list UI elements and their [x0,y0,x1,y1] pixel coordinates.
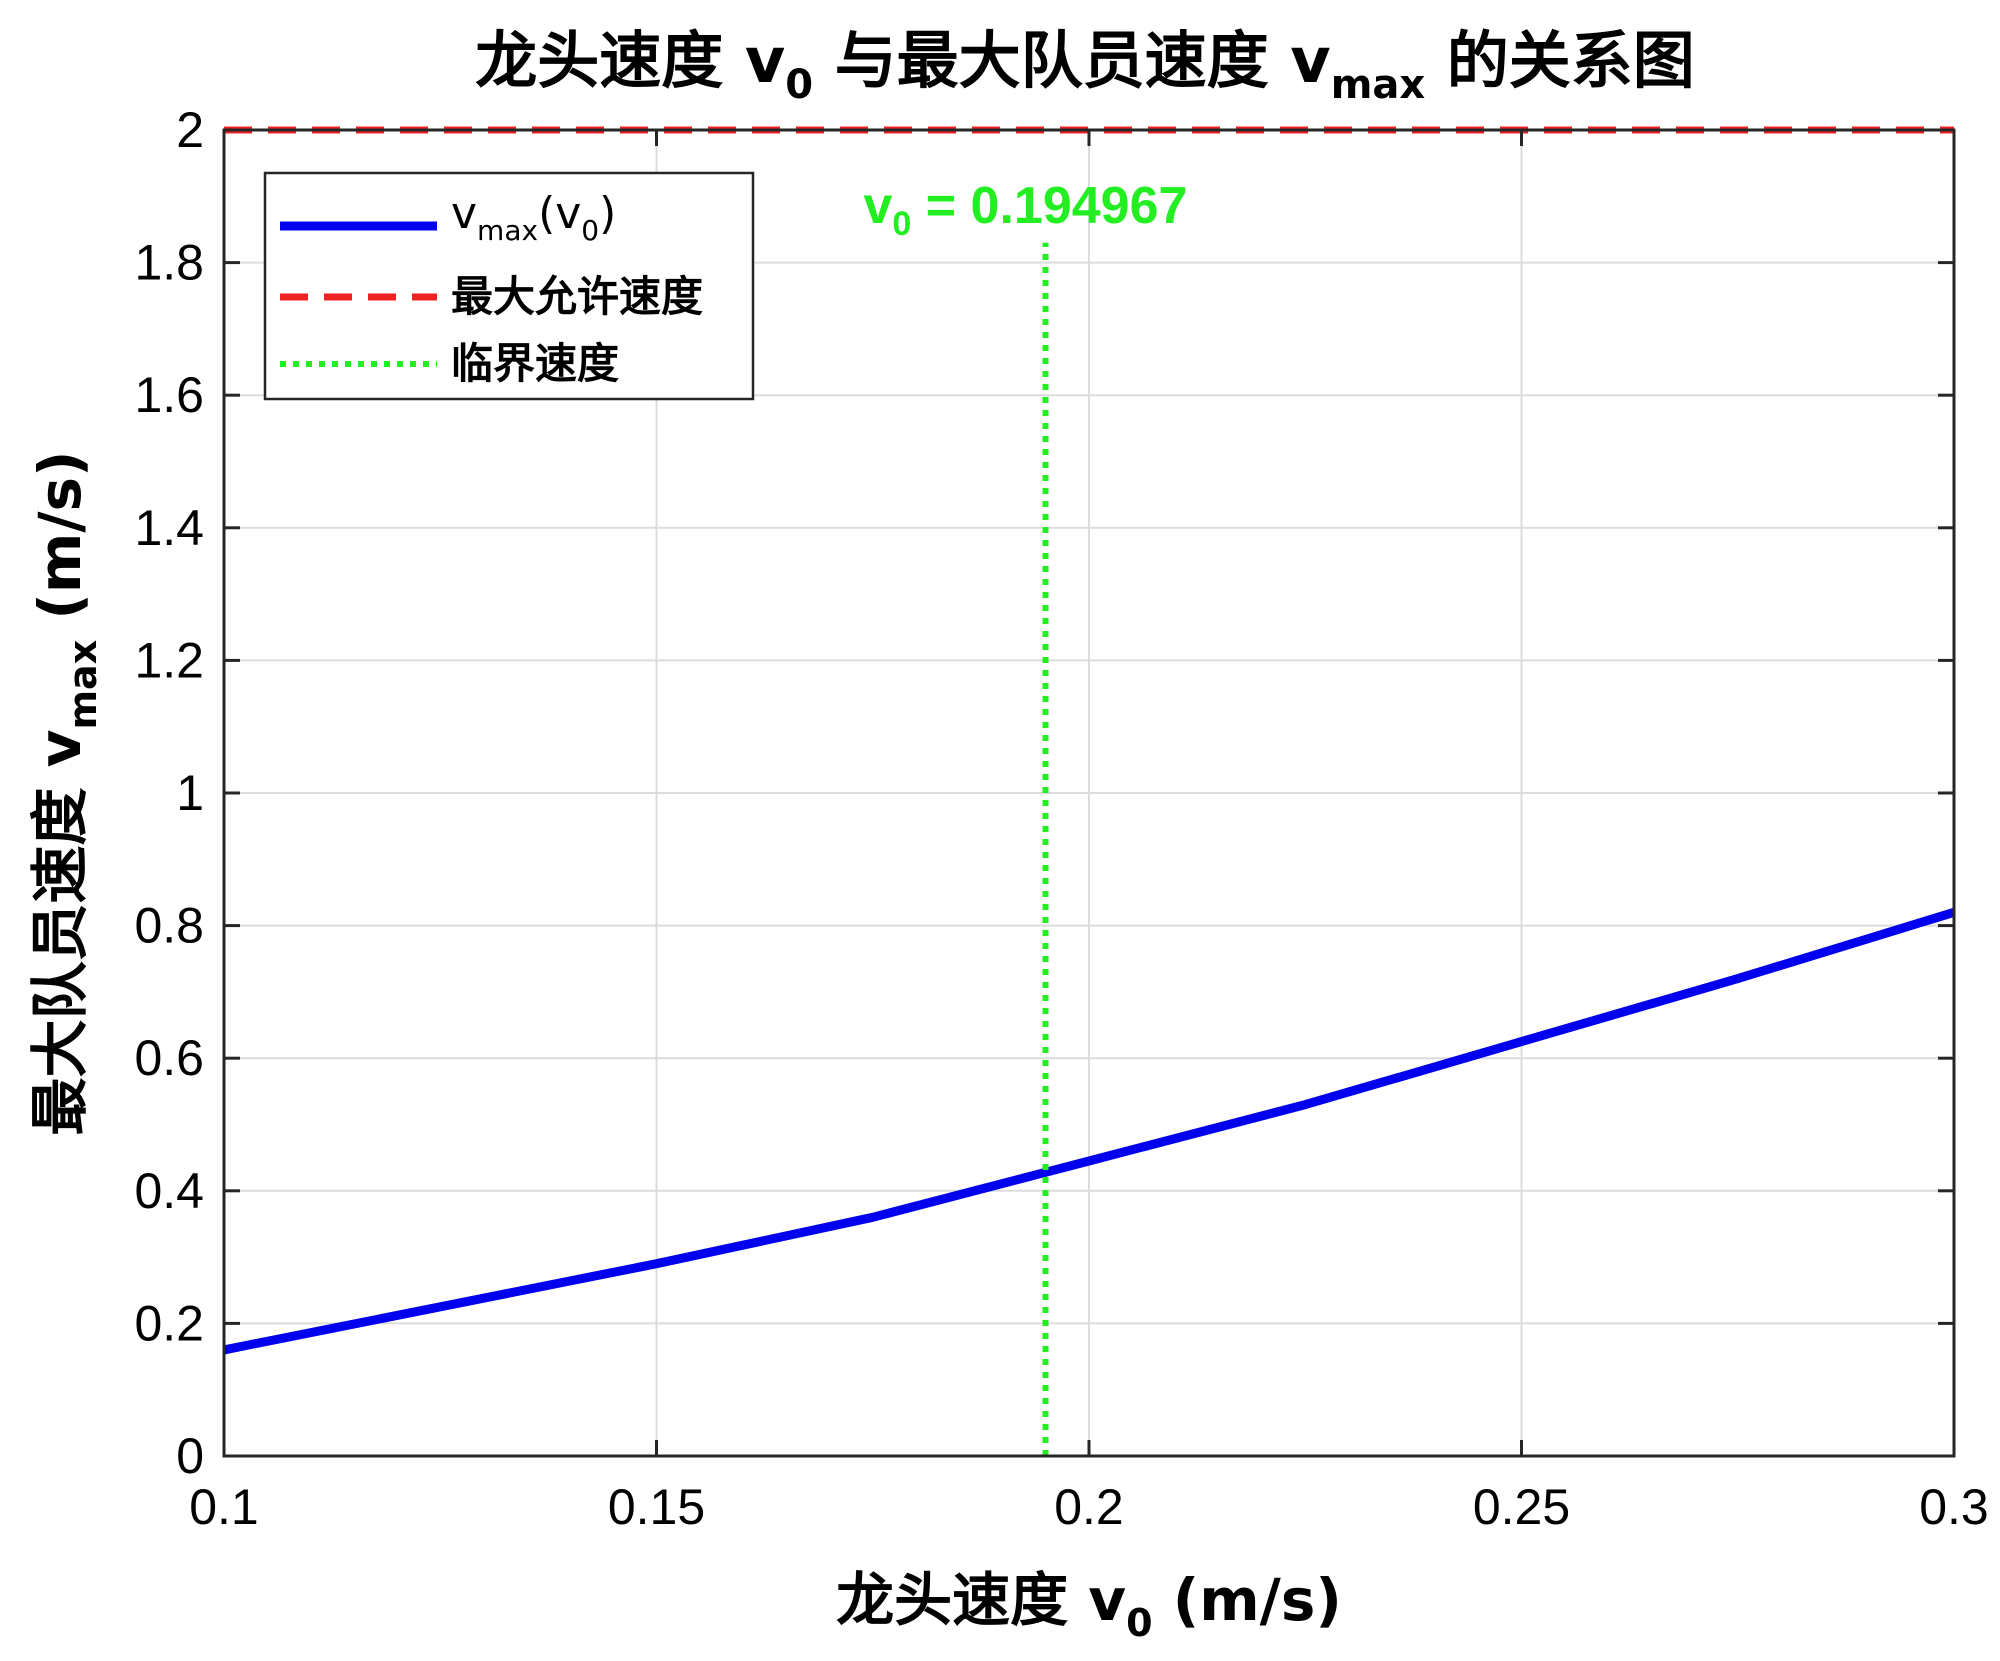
x-tick-label: 0.2 [1054,1479,1124,1535]
chart-title: 龙头速度 v0 与最大队员速度 vmax 的关系图 [475,24,1695,108]
y-tick-label: 1 [176,765,204,821]
grid [223,129,1955,1457]
y-tick-label: 1.8 [134,235,204,291]
y-tick-label: 2 [176,102,204,158]
y-tick-label: 0.4 [134,1163,204,1219]
x-tick-label: 0.25 [1473,1479,1570,1535]
ticks: 0.1 0.15 0.2 0.25 0.3 0 0.2 0.4 0.6 0.8 1 1.2 1.4 1.6… [134,102,1988,1535]
series-line-vmax [223,907,1956,1355]
x-tick-label: 0.1 [189,1479,259,1535]
legend: vmax(v0) 最大允许速度 临界速度 [263,171,755,401]
y-tick-label: 0.6 [134,1030,204,1086]
legend-label-critical: 临界速度 [451,339,619,388]
y-tick-label: 1.2 [134,632,204,688]
x-tick-label: 0.3 [1919,1479,1989,1535]
x-axis-label: 龙头速度 v0 (m/s) [836,1566,1342,1645]
legend-label-vmax: vmax(v0) [451,188,616,247]
y-tick-label: 1.6 [134,367,204,423]
y-axis-label: 最大队员速度 vmax (m/s) [26,450,105,1135]
y-tick-label: 0.8 [134,898,204,954]
y-tick-label: 1.4 [134,500,204,556]
x-tick-label: 0.15 [608,1479,705,1535]
legend-label-max-allowed: 最大允许速度 [451,272,703,321]
critical-speed-annotation: v0 = 0.194967 [863,177,1187,243]
y-tick-label: 0.2 [134,1295,204,1351]
y-tick-label: 0 [176,1428,204,1484]
